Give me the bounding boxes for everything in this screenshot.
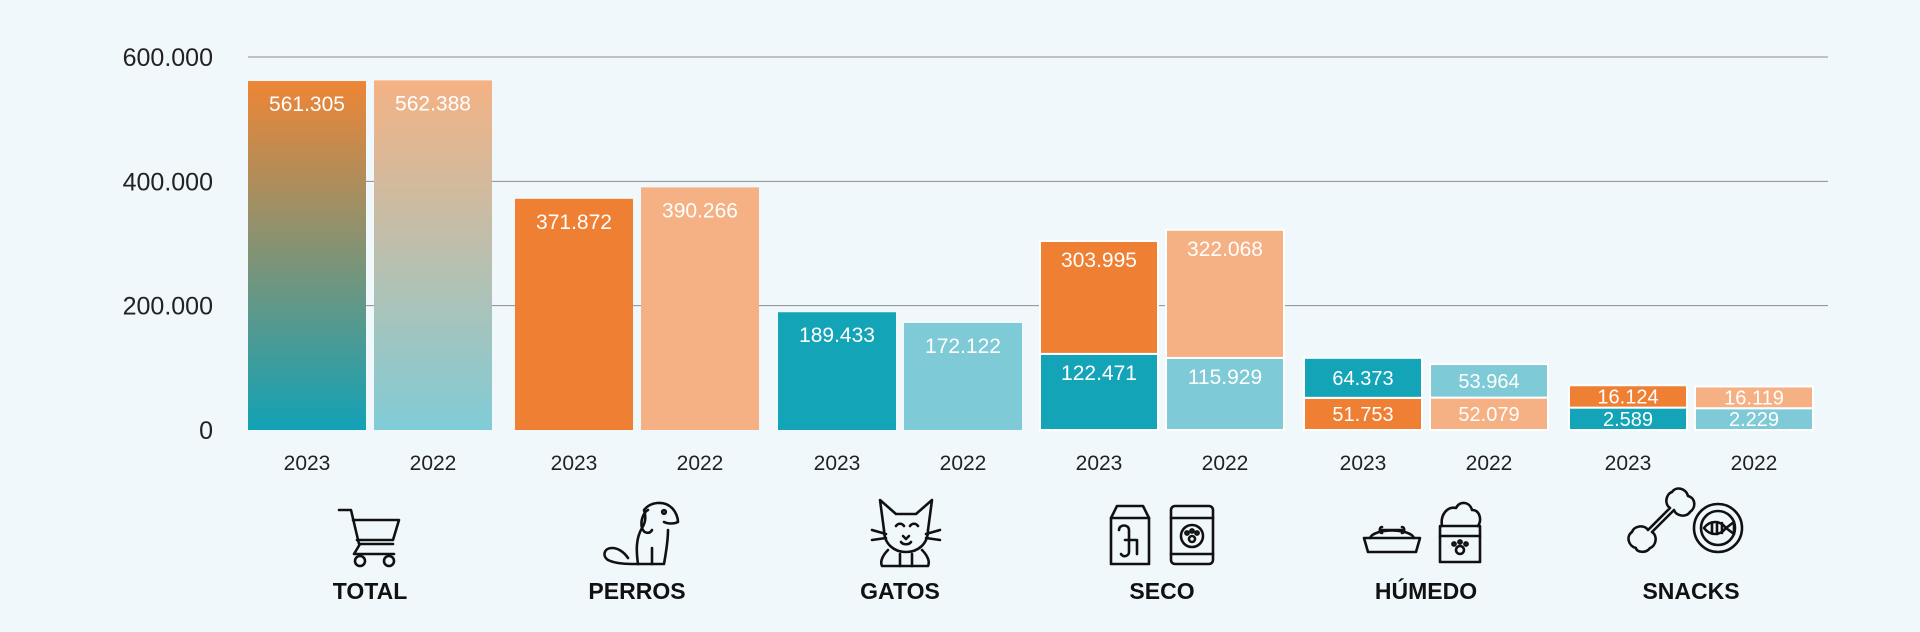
bar-segment [248, 81, 366, 430]
bar-value-label: 122.471 [1061, 362, 1137, 385]
bar-value-label: 64.373 [1332, 368, 1393, 390]
bar-segment [1039, 240, 1159, 355]
wet-food-bowls-icon [1362, 501, 1482, 564]
x-tick-label: 2023 [1340, 452, 1387, 475]
bar-segment [1303, 396, 1423, 431]
y-tick-label: 400.000 [123, 168, 213, 196]
bar-value-label: 53.964 [1458, 371, 1519, 393]
bar-segment [515, 198, 633, 430]
y-tick-label: 0 [199, 417, 213, 445]
bar-segment [1429, 396, 1549, 431]
bar-segment [1165, 228, 1285, 359]
category-label: SNACKS [1642, 578, 1739, 604]
bar-segment [641, 187, 759, 430]
bar-value-label: 303.995 [1061, 249, 1137, 272]
x-tick-label: 2022 [940, 452, 987, 475]
bar-value-label: 390.266 [662, 199, 738, 222]
x-tick-label: 2022 [1466, 452, 1513, 475]
x-tick-label: 2023 [284, 452, 331, 475]
category-label: TOTAL [333, 578, 408, 604]
category-label: HÚMEDO [1375, 577, 1477, 604]
category-label: GATOS [860, 578, 940, 604]
category-label: SECO [1129, 578, 1194, 604]
x-tick-label: 2022 [1202, 452, 1249, 475]
bar-value-label: 561.305 [269, 93, 345, 116]
dog-icon [603, 501, 680, 566]
x-tick-label: 2023 [814, 452, 861, 475]
y-tick-label: 600.000 [123, 44, 213, 72]
x-tick-label: 2022 [1731, 452, 1778, 475]
shopping-cart-icon [337, 508, 401, 568]
bar-value-label: 2.589 [1603, 409, 1653, 431]
value-labels: 561.305 562.388 371.872 390.266 189.433 172.1… [269, 92, 1784, 431]
category-labels: TOTAL PERROS GATOS SECO HÚMEDO SNACKS [333, 577, 1740, 604]
dry-food-bags-icon [1109, 504, 1215, 566]
bar-value-label: 16.124 [1597, 386, 1658, 408]
bar-value-label: 52.079 [1458, 404, 1519, 426]
cat-icon [870, 498, 942, 568]
bar-segment [1694, 385, 1814, 410]
bar-segment [1039, 352, 1159, 431]
bar-segment [904, 322, 1022, 430]
y-axis: 0 200.000 400.000 600.000 [123, 44, 213, 445]
bar-value-label: 172.122 [925, 335, 1001, 358]
y-tick-label: 200.000 [123, 293, 213, 321]
bar-value-label: 322.068 [1187, 238, 1263, 261]
x-tick-label: 2023 [551, 452, 598, 475]
bar-segment [1568, 384, 1688, 409]
bar-segment [1303, 356, 1423, 399]
x-tick-label: 2023 [1076, 452, 1123, 475]
bar-segment [778, 312, 896, 430]
bar-segment [1429, 363, 1549, 399]
x-axis: 2023 2022 2023 2022 2023 2022 2023 2022 2023 2022… [284, 452, 1778, 475]
bar-value-label: 2.229 [1729, 409, 1779, 431]
x-tick-label: 2023 [1605, 452, 1652, 475]
bar-value-label: 371.872 [536, 211, 612, 234]
grid-lines [248, 56, 1828, 307]
x-tick-label: 2022 [410, 452, 457, 475]
bar-value-label: 189.433 [799, 324, 875, 347]
bars [248, 80, 1814, 432]
bar-value-label: 16.119 [1724, 387, 1784, 409]
category-label: PERROS [588, 578, 685, 604]
bar-value-label: 51.753 [1332, 404, 1393, 426]
bar-segment [374, 80, 492, 430]
bar-value-label: 115.929 [1188, 366, 1262, 389]
bar-value-label: 562.388 [395, 92, 471, 115]
x-tick-label: 2022 [677, 452, 724, 475]
bone-and-fish-icon [1627, 487, 1744, 554]
